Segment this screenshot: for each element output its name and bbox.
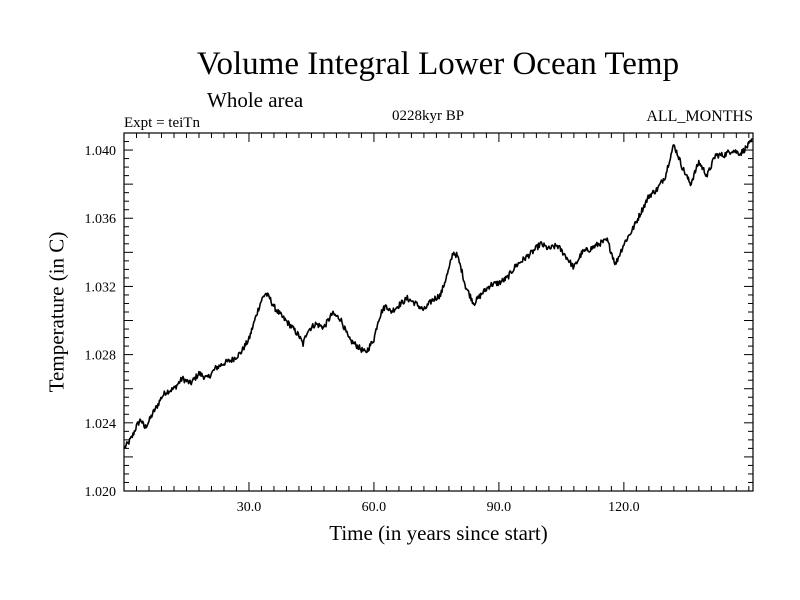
x-tick-label: 60.0 (362, 500, 387, 515)
y-tick-label: 1.024 (85, 417, 117, 432)
y-tick-label: 1.020 (85, 485, 117, 500)
x-axis-label: Time (in years since start) (329, 521, 548, 545)
axis-tick-labels: 30.0 60.0 90.0 120.0 1.020 1.024 1.028 1.032 1.0… (85, 144, 640, 515)
y-tick-label: 1.028 (85, 349, 117, 364)
chart-title: Volume Integral Lower Ocean Temp (196, 46, 680, 82)
x-tick-label: 90.0 (487, 500, 512, 515)
experiment-label: Expt = teiTn (124, 115, 200, 131)
months-label: ALL_MONTHS (646, 108, 753, 125)
y-tick-label: 1.032 (85, 280, 117, 295)
chart-subtitle: Whole area (207, 88, 304, 112)
y-tick-label: 1.040 (85, 144, 117, 159)
axis-ticks (124, 132, 753, 492)
age-label: 0228kyr BP (392, 108, 465, 124)
x-tick-label: 120.0 (608, 500, 640, 515)
y-tick-label: 1.036 (85, 212, 117, 227)
temperature-series-line (123, 138, 754, 449)
x-tick-label: 30.0 (237, 500, 262, 515)
